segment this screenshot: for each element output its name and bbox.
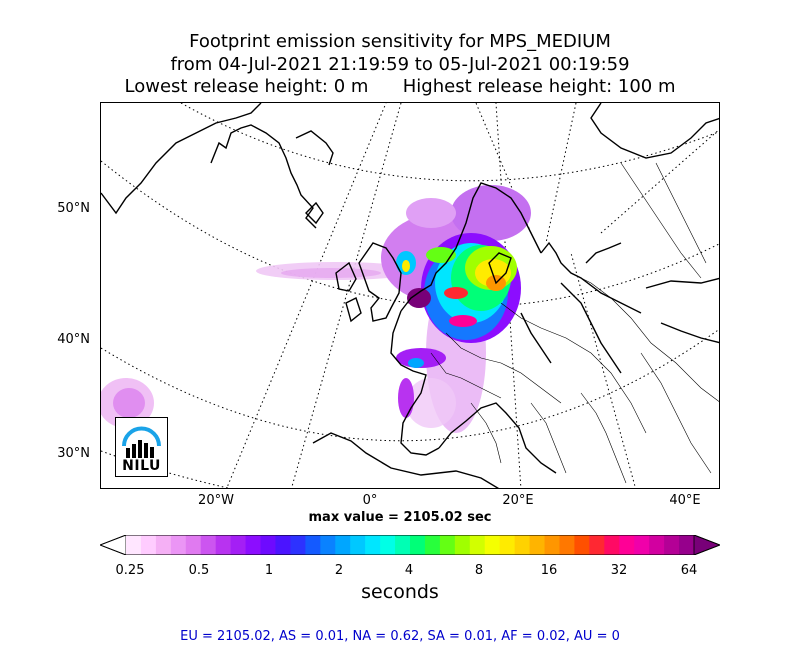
map-panel: NILU xyxy=(100,102,720,489)
title-line-3: Lowest release height: 0 m Highest relea… xyxy=(124,76,676,97)
colorbar-segment xyxy=(454,535,471,555)
colorbar-tick-label: 32 xyxy=(610,563,628,578)
colorbar-segment xyxy=(245,535,262,555)
colorbar-tick-label: 64 xyxy=(680,563,698,578)
nilu-logo-text: NILU xyxy=(122,458,161,474)
country-borders xyxy=(430,162,719,484)
colorbar-segment xyxy=(365,535,381,555)
coastlines xyxy=(101,103,719,488)
colorbar-tick-label: 0.25 xyxy=(115,563,145,578)
colorbar-segment xyxy=(290,535,306,555)
lon-label-40e: 40°E xyxy=(669,493,701,508)
nilu-logo-mark-icon xyxy=(122,426,161,458)
lat-label-50n: 50°N xyxy=(57,201,90,216)
colorbar-tick-label: 1 xyxy=(264,563,274,578)
colorbar-segment xyxy=(589,535,605,555)
colorbar-tick-label: 4 xyxy=(404,563,414,578)
colorbar-segment xyxy=(574,535,590,555)
colorbar-segment xyxy=(335,535,351,555)
colorbar-segment xyxy=(230,535,247,555)
colorbar-segment xyxy=(155,535,172,555)
colorbar-segment xyxy=(126,535,142,555)
colorbar-segment xyxy=(529,535,546,555)
colorbar-segment xyxy=(380,535,396,555)
lon-label-20w: 20°W xyxy=(198,493,234,508)
colorbar-segment xyxy=(260,535,276,555)
colorbar-segment xyxy=(664,535,680,555)
colorbar-units-label: seconds xyxy=(361,581,439,603)
colorbar-segment xyxy=(649,535,665,555)
colorbar-segment xyxy=(544,535,560,555)
colorbar-segment xyxy=(215,535,232,555)
colorbar-segment xyxy=(424,535,441,555)
lat-label-30n: 30°N xyxy=(57,446,90,461)
title-line-2: from 04-Jul-2021 21:19:59 to 05-Jul-2021… xyxy=(170,54,630,75)
colorbar-segment xyxy=(499,535,516,555)
max-value-label: max value = 2105.02 sec xyxy=(308,510,492,525)
colorbar-segment xyxy=(619,535,635,555)
colorbar-segment xyxy=(350,535,366,555)
colorbar-segment xyxy=(275,535,291,555)
colorbar-segment xyxy=(200,535,217,555)
colorbar-segment xyxy=(170,535,187,555)
colorbar-tick-label: 16 xyxy=(540,563,558,578)
lon-label-20e: 20°E xyxy=(502,493,534,508)
lat-label-40n: 40°N xyxy=(57,332,90,347)
colorbar xyxy=(100,535,720,555)
colorbar-segment xyxy=(320,535,336,555)
nilu-logo: NILU xyxy=(115,417,168,477)
colorbar-segment xyxy=(559,535,575,555)
colorbar-tick-label: 2 xyxy=(334,563,344,578)
colorbar-tick-label: 0.5 xyxy=(188,563,210,578)
map-canvas xyxy=(101,103,719,488)
colorbar-segment xyxy=(410,535,426,555)
colorbar-over-arrow xyxy=(693,535,720,555)
colorbar-tick-label: 8 xyxy=(474,563,484,578)
colorbar-segment xyxy=(679,535,695,555)
colorbar-segment xyxy=(140,535,157,555)
colorbar-segment xyxy=(484,535,501,555)
lon-label-0: 0° xyxy=(362,493,378,508)
colorbar-segment xyxy=(185,535,202,555)
colorbar-segment xyxy=(439,535,456,555)
region-summary-footer: EU = 2105.02, AS = 0.01, NA = 0.62, SA =… xyxy=(180,629,620,644)
colorbar-segment xyxy=(514,535,531,555)
colorbar-segment xyxy=(395,535,411,555)
colorbar-segment xyxy=(305,535,321,555)
colorbar-under-arrow xyxy=(100,535,127,555)
colorbar-segment xyxy=(634,535,650,555)
colorbar-segment xyxy=(469,535,486,555)
colorbar-segment xyxy=(604,535,620,555)
title-line-1: Footprint emission sensitivity for MPS_M… xyxy=(189,31,611,52)
